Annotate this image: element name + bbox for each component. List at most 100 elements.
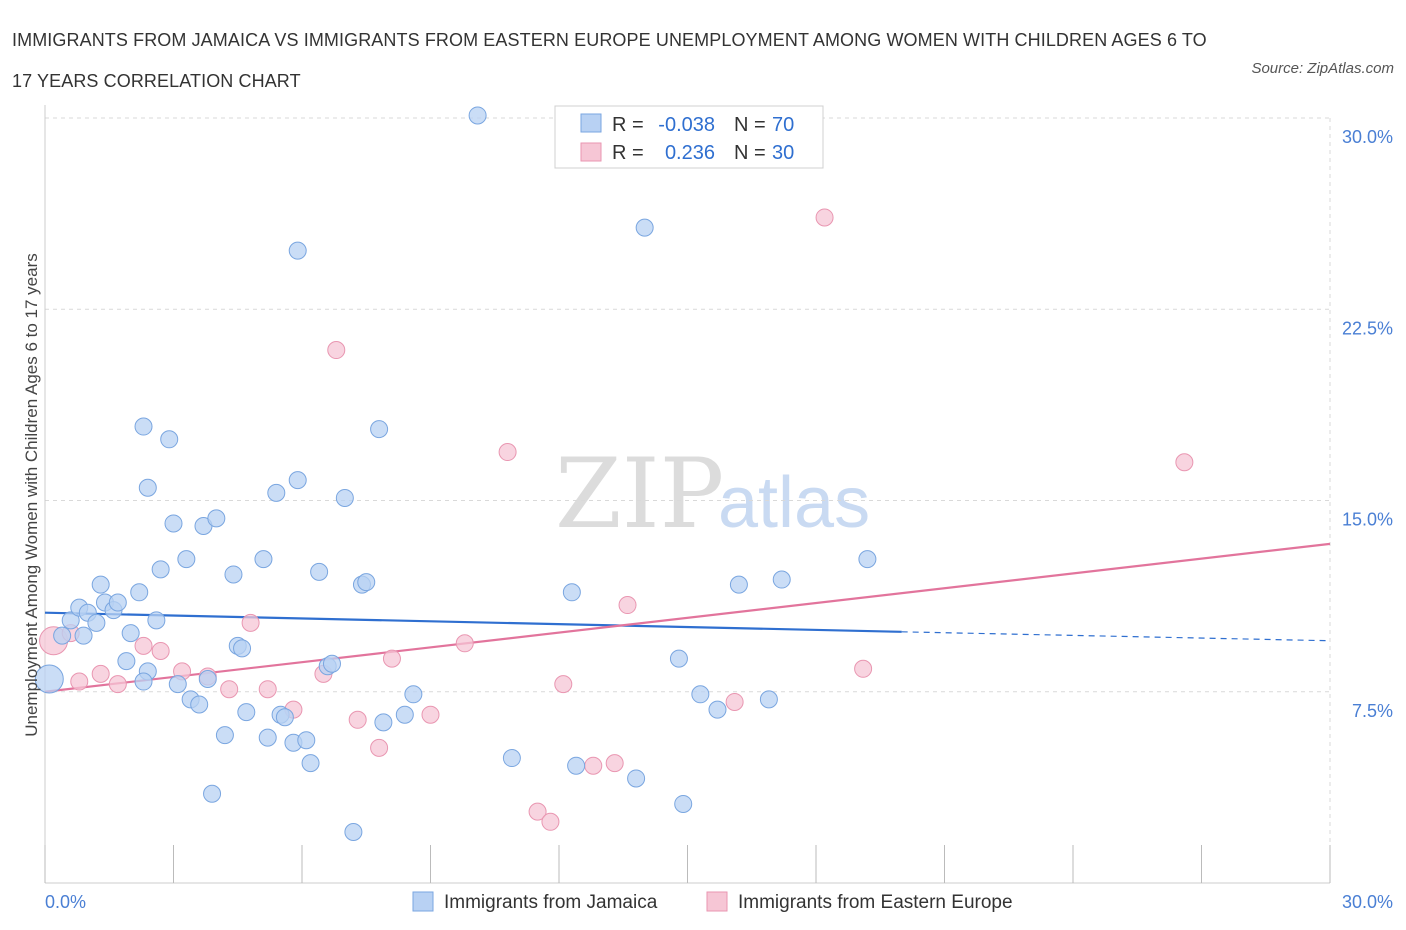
legend-n-label-eeurope: N =	[734, 142, 766, 164]
jamaica-point	[772, 570, 791, 589]
jamaica-point	[627, 769, 646, 788]
trendline-jamaica-extension	[901, 631, 1331, 642]
eeurope-point	[382, 649, 401, 668]
jamaica-point	[669, 649, 688, 668]
jamaica-point	[233, 639, 252, 658]
eeurope-point	[258, 680, 277, 699]
y-axis-label: Unemployment Among Women with Children A…	[22, 253, 41, 737]
jamaica-point	[258, 728, 277, 747]
y-tick-label: 15.0%	[1342, 510, 1393, 530]
jamaica-point	[254, 550, 273, 569]
x-tick-label: 30.0%	[1342, 892, 1393, 912]
eeurope-point	[528, 802, 547, 821]
x-tick-label: 0.0%	[45, 892, 86, 912]
jamaica-point	[164, 514, 183, 533]
eeurope-point	[348, 710, 367, 729]
jamaica-point	[117, 652, 136, 671]
y-tick-label: 30.0%	[1342, 127, 1393, 147]
eeurope-point	[70, 672, 89, 691]
jamaica-point	[203, 784, 222, 803]
legend-n-value-jamaica: 70	[772, 114, 794, 136]
legend-n-label-jamaica: N =	[734, 114, 766, 136]
jamaica-point	[61, 611, 80, 630]
jamaica-point	[301, 754, 320, 773]
jamaica-point	[357, 573, 376, 592]
legend-r-label-eeurope: R =	[612, 142, 644, 164]
jamaica-point	[322, 654, 341, 673]
jamaica-point	[567, 756, 586, 775]
bottom-legend-swatch-eeurope	[706, 891, 728, 912]
source-label: Source: ZipAtlas.com	[1251, 60, 1394, 77]
jamaica-point	[207, 509, 226, 528]
jamaica-point	[53, 626, 72, 645]
legend-swatch-eeurope	[580, 142, 602, 162]
jamaica-point	[91, 575, 110, 594]
jamaica-point	[858, 550, 877, 569]
jamaica-point	[237, 703, 256, 722]
jamaica-point	[190, 695, 209, 714]
legend-box: R = -0.038 N = 70 R = 0.236 N = 30	[554, 105, 824, 169]
chart-title: IMMIGRANTS FROM JAMAICA VS IMMIGRANTS FR…	[12, 30, 1207, 91]
eeurope-point	[327, 341, 346, 360]
jamaica-point	[335, 488, 354, 507]
jamaica-point	[395, 705, 414, 724]
jamaica-point	[297, 731, 316, 750]
scatter-points	[34, 106, 1194, 841]
eeurope-point	[1175, 453, 1194, 472]
eeurope-point	[498, 443, 517, 462]
jamaica-point	[468, 106, 487, 125]
bottom-legend-label-eeurope: Immigrants from Eastern Europe	[738, 892, 1013, 913]
eeurope-point	[541, 812, 560, 831]
y-tick-label: 22.5%	[1342, 318, 1393, 338]
jamaica-point	[134, 417, 153, 436]
eeurope-point	[370, 738, 389, 757]
jamaica-point	[370, 420, 389, 439]
bottom-legend-swatch-jamaica	[412, 891, 434, 912]
legend-swatch-jamaica	[580, 113, 602, 133]
eeurope-point	[134, 636, 153, 655]
jamaica-point	[138, 478, 157, 497]
eeurope-point	[605, 754, 624, 773]
jamaica-point	[151, 560, 170, 579]
axes	[44, 105, 1331, 884]
jamaica-point	[168, 675, 187, 694]
eeurope-point	[151, 641, 170, 660]
eeurope-point	[220, 680, 239, 699]
jamaica-point	[344, 823, 363, 841]
jamaica-point	[404, 685, 423, 704]
eeurope-point	[554, 675, 573, 694]
watermark-zip: ZIP	[555, 438, 724, 550]
jamaica-point	[674, 794, 693, 813]
eeurope-point	[455, 634, 474, 653]
legend-n-value-eeurope: 30	[772, 142, 794, 164]
jamaica-point	[275, 708, 294, 727]
bottom-legend-label-jamaica: Immigrants from Jamaica	[444, 892, 658, 913]
jamaica-point	[108, 593, 127, 612]
jamaica-point	[224, 565, 243, 584]
tick-labels: 7.5% 15.0% 22.5% 30.0% 0.0% 30.0%	[45, 127, 1393, 912]
jamaica-point	[198, 670, 217, 688]
y-tick-label: 7.5%	[1352, 701, 1393, 721]
grid	[45, 117, 1331, 883]
jamaica-point	[729, 575, 748, 594]
eeurope-point	[108, 675, 127, 694]
jamaica-point	[288, 241, 307, 260]
legend-r-value-jamaica: -0.038	[658, 114, 715, 136]
jamaica-point	[130, 583, 149, 602]
jamaica-point	[87, 613, 106, 632]
trendline-jamaica	[44, 611, 902, 633]
jamaica-point	[121, 624, 140, 643]
eeurope-point	[854, 659, 873, 678]
legend-r-value-eeurope: 0.236	[665, 142, 715, 164]
jamaica-point	[310, 562, 329, 581]
eeurope-point	[618, 596, 637, 615]
jamaica-point	[34, 664, 64, 694]
eeurope-point	[725, 692, 744, 711]
watermark-atlas: atlas	[718, 463, 870, 543]
jamaica-point	[635, 218, 654, 237]
jamaica-point	[708, 700, 727, 719]
eeurope-point	[421, 705, 440, 724]
jamaica-point	[134, 672, 153, 691]
jamaica-point	[74, 626, 93, 645]
